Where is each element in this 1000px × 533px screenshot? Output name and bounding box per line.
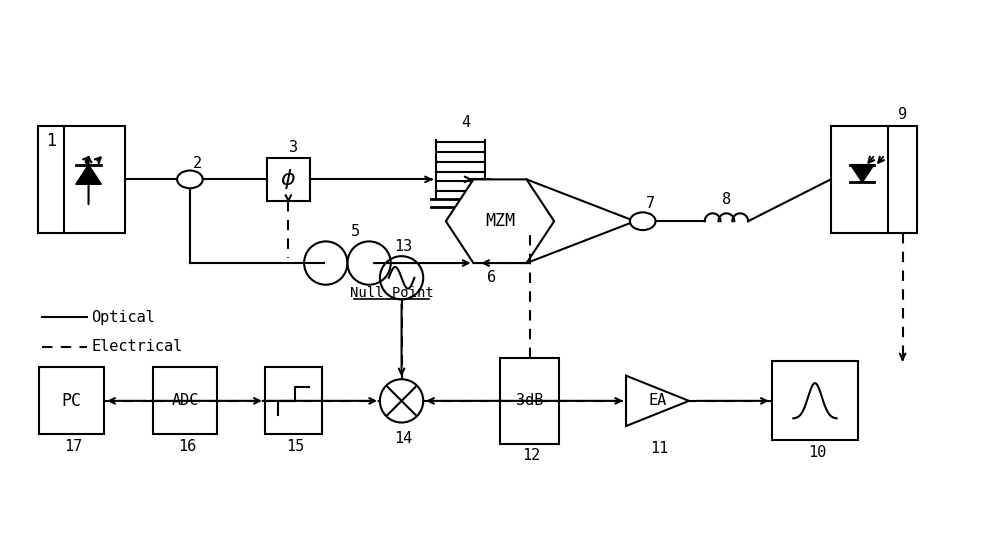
Bar: [772, 361, 858, 440]
Text: Null Point: Null Point: [350, 286, 434, 300]
Bar: [265, 367, 322, 434]
Text: 14: 14: [394, 431, 413, 446]
Text: PC: PC: [62, 392, 82, 410]
Text: $\phi$: $\phi$: [280, 167, 296, 191]
Text: ADC: ADC: [171, 393, 199, 408]
Polygon shape: [446, 180, 554, 263]
Text: 15: 15: [286, 439, 304, 454]
Text: EA: EA: [648, 393, 667, 408]
Bar: [38, 126, 125, 232]
Text: 13: 13: [394, 239, 413, 254]
Text: 3: 3: [289, 140, 298, 156]
Text: 8: 8: [722, 192, 731, 207]
Ellipse shape: [630, 212, 656, 230]
Polygon shape: [850, 165, 874, 182]
Text: 3dB: 3dB: [516, 393, 543, 408]
Text: 10: 10: [808, 445, 826, 459]
Text: 2: 2: [193, 156, 202, 171]
Text: 12: 12: [522, 448, 541, 464]
Text: Electrical: Electrical: [91, 339, 183, 354]
Text: 4: 4: [461, 115, 470, 130]
Polygon shape: [626, 376, 689, 426]
Text: 16: 16: [178, 439, 196, 454]
Ellipse shape: [177, 171, 203, 188]
Text: Optical: Optical: [91, 310, 155, 325]
Text: 9: 9: [898, 107, 907, 122]
Bar: [500, 358, 559, 444]
Text: 17: 17: [65, 439, 83, 454]
Text: 5: 5: [351, 224, 360, 239]
Text: 1: 1: [46, 132, 56, 150]
Bar: [267, 158, 310, 201]
Bar: [831, 126, 917, 232]
Text: 11: 11: [650, 441, 669, 456]
Text: 7: 7: [646, 196, 655, 211]
Text: MZM: MZM: [485, 212, 515, 230]
Polygon shape: [76, 165, 101, 184]
Text: 6: 6: [487, 270, 496, 285]
Circle shape: [380, 379, 423, 423]
Bar: [39, 367, 104, 434]
Bar: [153, 367, 217, 434]
